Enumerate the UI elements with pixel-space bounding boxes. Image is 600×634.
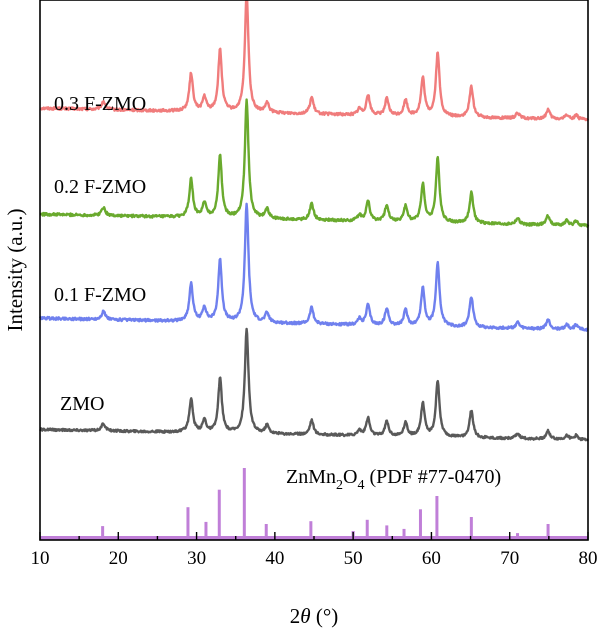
y-axis-title: Intensity (a.u.) <box>3 208 27 331</box>
x-tick-label: 10 <box>31 548 50 569</box>
series-line-0-2-f-zmo <box>39 98 590 228</box>
x-tick-label: 50 <box>344 548 363 569</box>
x-tick-label: 30 <box>187 548 206 569</box>
series-line-zmo <box>39 327 590 442</box>
series-line-0-1-f-zmo <box>38 202 589 332</box>
series-label-0-3-f-zmo: 0.3 F-ZMO <box>54 93 146 115</box>
x-tick-label: 20 <box>109 548 128 569</box>
x-ticks-group <box>39 532 589 540</box>
x-axis-title-suffix: (°) <box>311 604 339 628</box>
x-axis-title-prefix: 2 <box>290 604 301 628</box>
x-tick-label: 60 <box>422 548 441 569</box>
x-axis-title-symbol: θ <box>300 604 310 628</box>
reference-label-part-1: ZnMn <box>286 466 336 488</box>
reference-label-sub-1: 2 <box>336 478 343 493</box>
series-label-0-2-f-zmo: 0.2 F-ZMO <box>54 176 146 198</box>
plot-frame <box>39 0 589 541</box>
reference-label: ZnMn2O4 (PDF #77-0470) <box>286 466 501 493</box>
x-tick-label: 40 <box>265 548 284 569</box>
reference-label-part-3: (PDF #77-0470) <box>364 466 501 488</box>
reference-label-sub-2: 4 <box>357 478 364 493</box>
x-axis-title: 2θ (°) <box>290 604 338 628</box>
reference-label-part-2: O <box>343 466 357 488</box>
series-label-0-1-f-zmo: 0.1 F-ZMO <box>54 284 146 306</box>
curves-group <box>38 0 590 442</box>
series-label-zmo: ZMO <box>60 393 104 415</box>
x-tick-label: 80 <box>579 548 598 569</box>
x-tick-label: 70 <box>500 548 519 569</box>
series-line-0-3-f-zmo <box>39 0 590 122</box>
x-tick-labels-group: 10 20 30 40 50 60 70 80 <box>31 548 598 569</box>
